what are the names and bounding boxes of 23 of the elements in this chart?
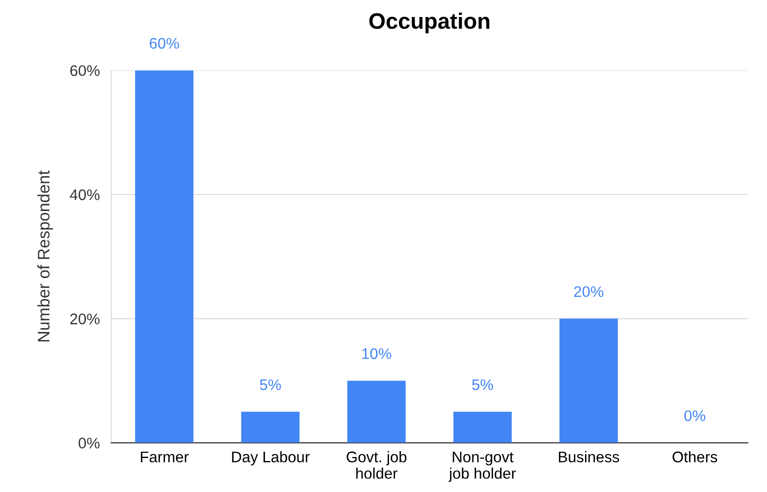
bar	[559, 318, 618, 443]
bar	[347, 380, 406, 443]
y-tick-label: 20%	[70, 314, 100, 324]
x-tick-label: Non-govt job holder	[448, 452, 516, 482]
data-label: 5%	[472, 379, 494, 390]
x-tick-label: Business	[558, 451, 620, 462]
data-label: 10%	[362, 348, 392, 360]
y-tick-label: 60%	[70, 65, 100, 76]
data-label: 5%	[260, 379, 281, 390]
y-axis-title: Number of Respondent	[37, 170, 53, 342]
x-tick-label: Others	[672, 451, 718, 462]
y-tick-label: 0%	[78, 438, 100, 448]
y-tick-label: 40%	[70, 189, 100, 200]
bar	[241, 412, 300, 443]
data-label: 0%	[684, 410, 706, 422]
data-label: 20%	[574, 286, 604, 298]
x-tick-label: Farmer	[140, 452, 189, 462]
x-tick-label: Day Labour	[232, 451, 310, 466]
chart-title: Occupation	[369, 12, 490, 34]
data-label: 60%	[150, 38, 180, 49]
bar	[135, 70, 194, 443]
x-tick-label: Govt. job holder	[346, 451, 406, 479]
bar	[453, 412, 512, 443]
